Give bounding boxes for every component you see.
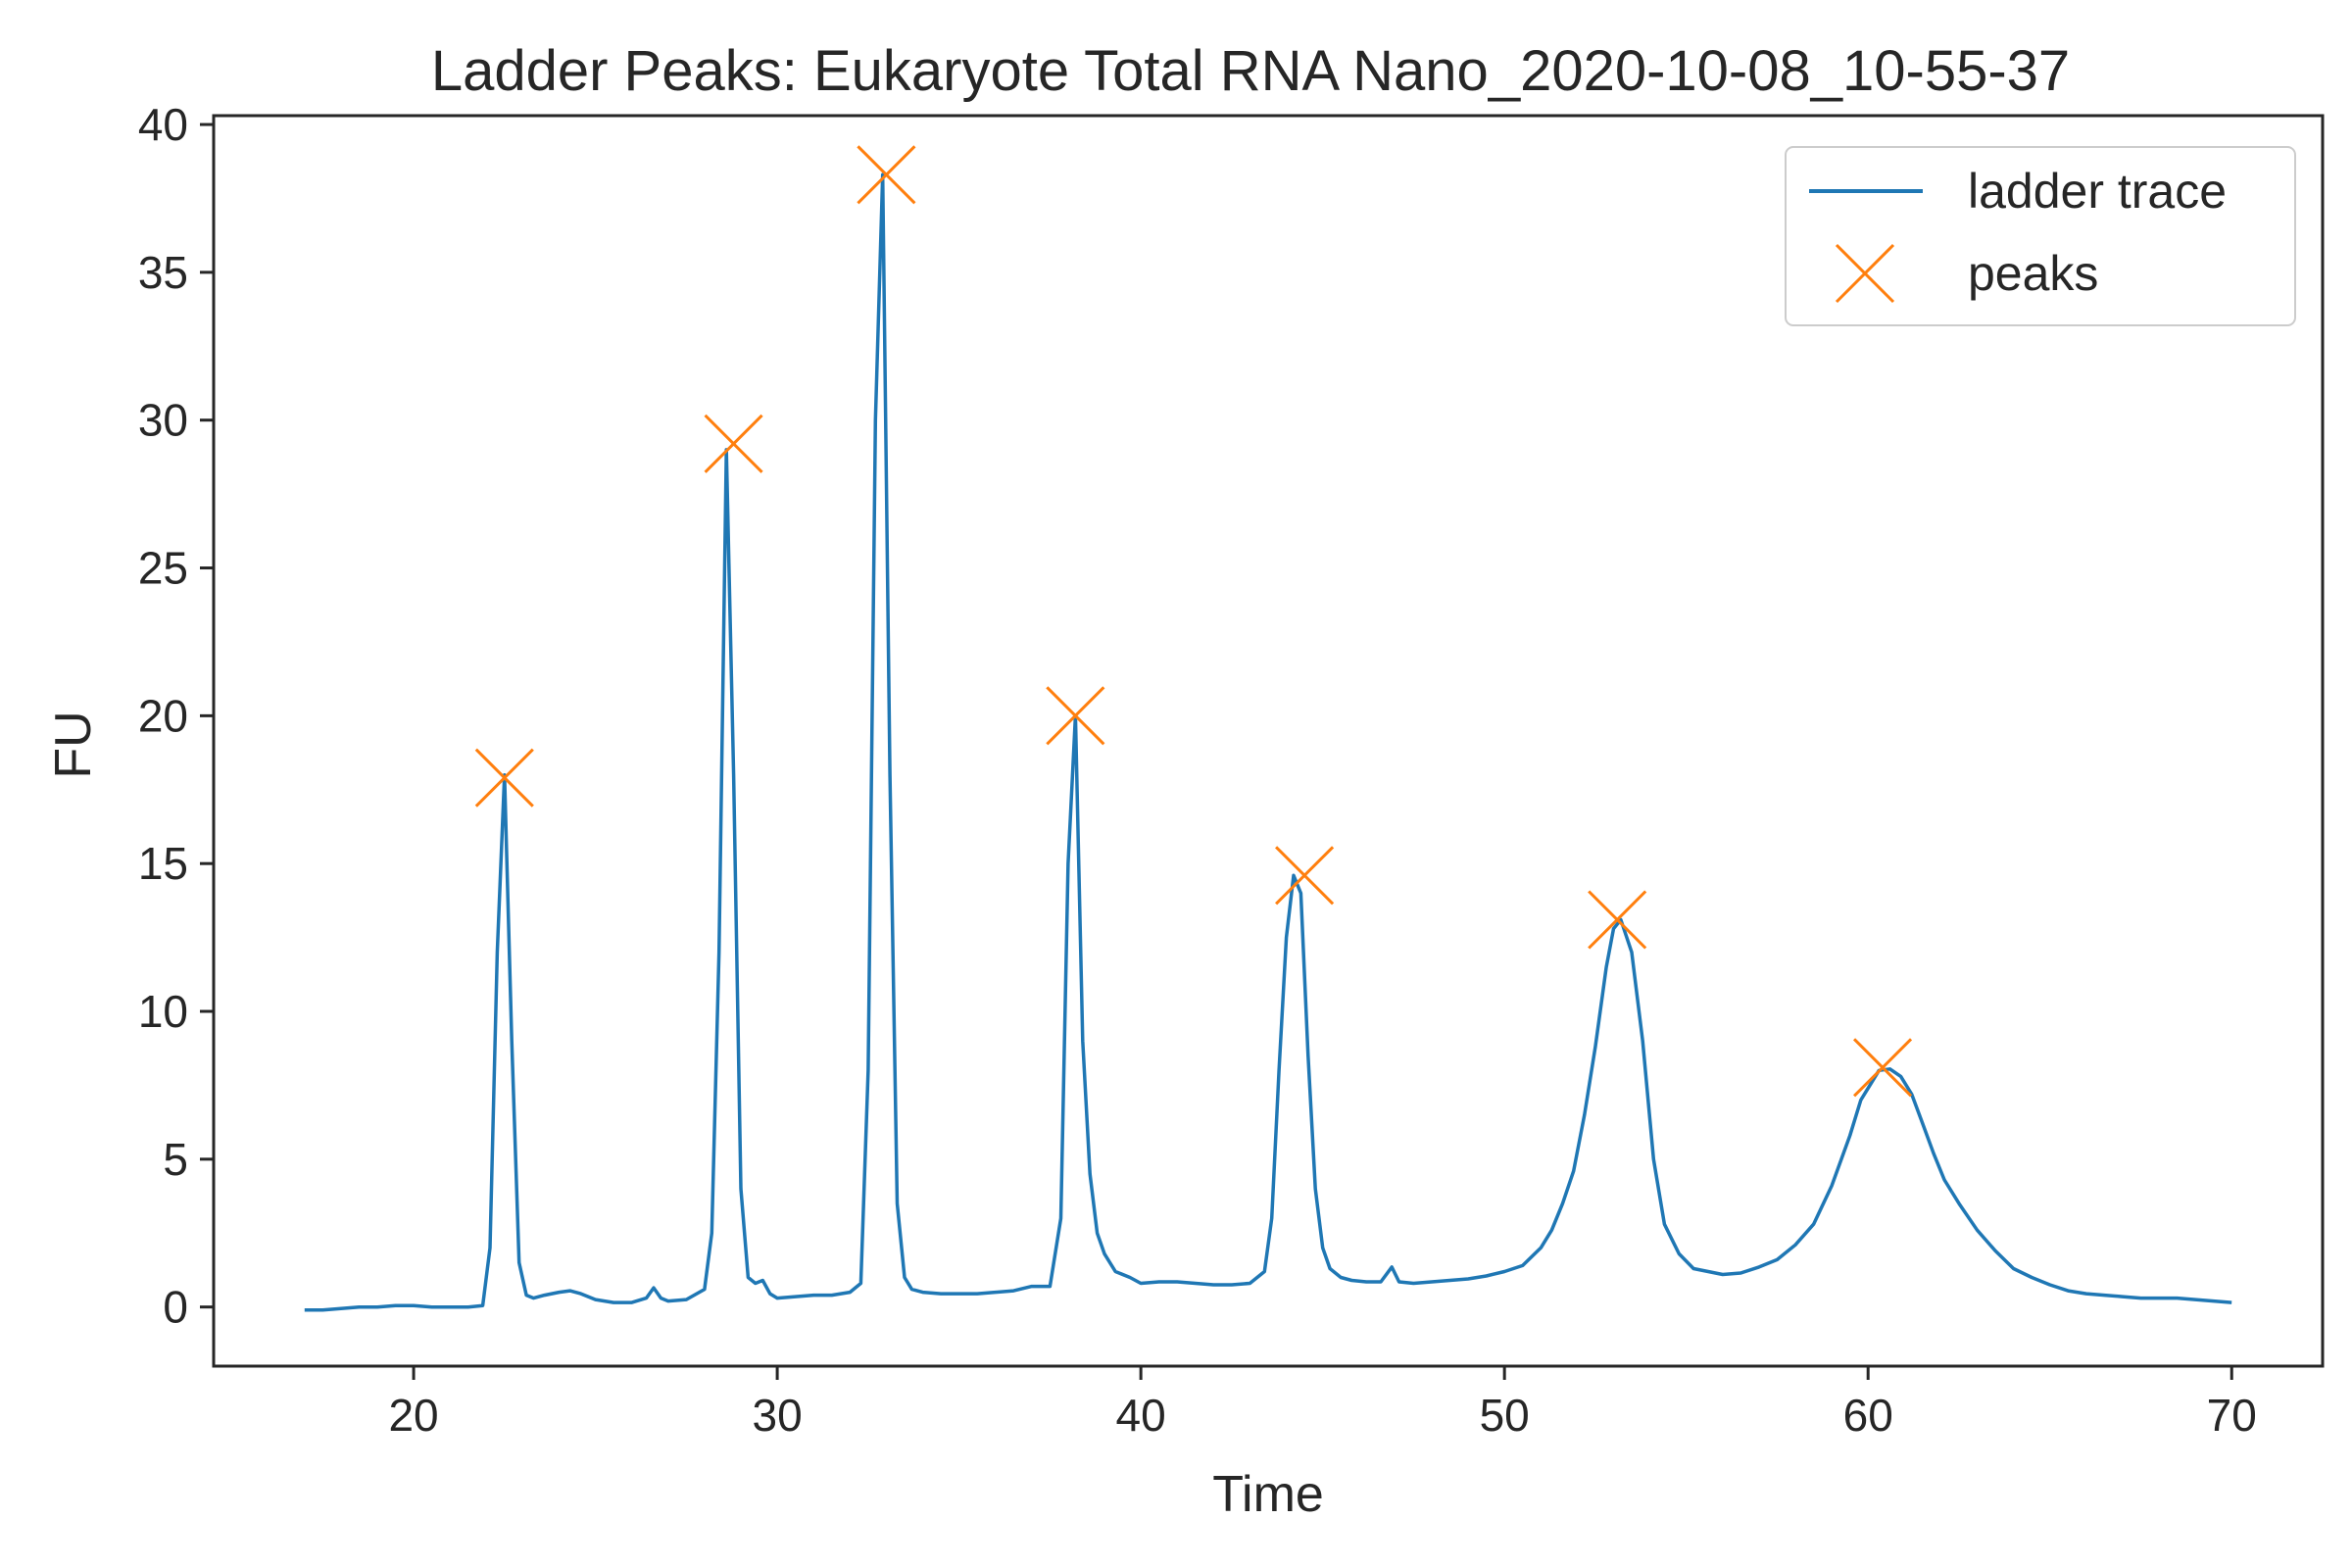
peak-marker — [704, 414, 763, 473]
x-tick-label: 40 — [1116, 1390, 1166, 1441]
y-tick-label: 40 — [138, 99, 188, 150]
y-axis-label: FU — [45, 710, 102, 778]
x-axis-label: Time — [1212, 1466, 1324, 1523]
series-layer — [304, 145, 2232, 1312]
y-tick-label: 0 — [163, 1282, 188, 1333]
peak-marker — [857, 145, 916, 205]
x-tick-label: 30 — [753, 1390, 803, 1441]
peak-marker — [474, 748, 534, 808]
y-tick-label: 15 — [138, 838, 188, 889]
y-tick-label: 25 — [138, 543, 188, 594]
y-tick-label: 20 — [138, 690, 188, 741]
x-axis-ticks: 20 30 40 50 60 70 — [388, 1366, 2257, 1441]
y-tick-label: 30 — [138, 395, 188, 446]
axes-frame — [212, 114, 2325, 1368]
legend-label-ladder-trace: ladder trace — [1968, 164, 2227, 219]
y-tick-label: 35 — [138, 247, 188, 298]
peak-marker — [1046, 686, 1105, 746]
y-axis-ticks: 0 5 10 15 20 25 30 35 40 — [138, 99, 214, 1333]
x-tick-label: 70 — [2207, 1390, 2257, 1441]
x-tick-label: 60 — [1843, 1390, 1893, 1441]
chart-title: Ladder Peaks: Eukaryote Total RNA Nano_2… — [431, 39, 2070, 103]
peak-marker — [1588, 890, 1647, 950]
y-tick-label: 5 — [163, 1134, 188, 1185]
legend-x-marker-swatch — [1835, 243, 1895, 304]
peak-marker — [1275, 846, 1335, 906]
y-tick-label: 10 — [138, 986, 188, 1037]
ladder-trace-line — [304, 172, 2232, 1312]
legend: ladder trace peaks — [1785, 146, 2296, 326]
legend-label-peaks: peaks — [1968, 246, 2098, 301]
x-tick-label: 20 — [388, 1390, 438, 1441]
plot-area: 20 30 40 50 60 70 0 5 10 15 20 25 30 35 40 — [138, 99, 2325, 1441]
peak-marker — [1852, 1038, 1913, 1098]
x-tick-label: 50 — [1480, 1390, 1530, 1441]
